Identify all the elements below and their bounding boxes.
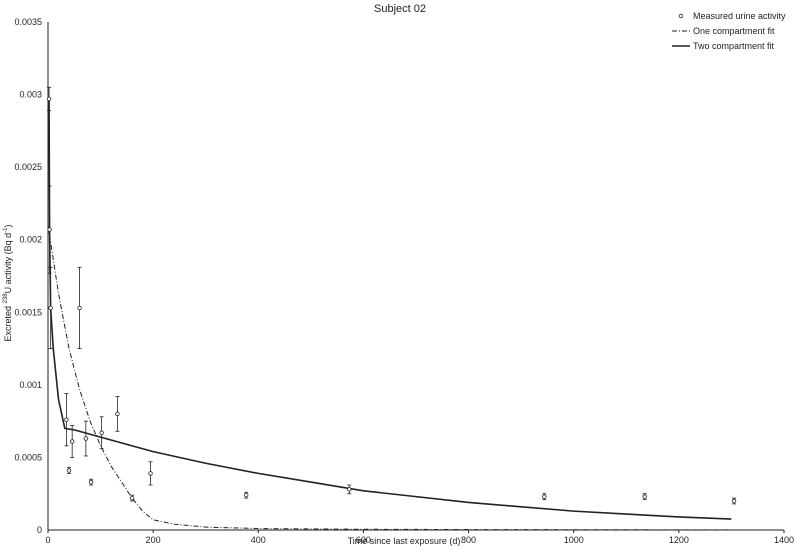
y-axis-label: Excreted 238U activity (Bq d-1) bbox=[3, 225, 13, 342]
y-tick-label: 0.0015 bbox=[14, 307, 42, 317]
data-point bbox=[84, 421, 88, 456]
x-axis-label: Time since last exposure (d) bbox=[348, 536, 461, 546]
y-tick-label: 0.0025 bbox=[14, 162, 42, 172]
x-tick-label: 800 bbox=[461, 535, 476, 545]
data-point bbox=[149, 462, 153, 485]
series-line-two-compartment bbox=[49, 99, 731, 519]
data-point bbox=[643, 494, 647, 500]
point-marker bbox=[542, 495, 546, 499]
data-point bbox=[347, 485, 351, 494]
data-point bbox=[100, 417, 104, 449]
point-marker bbox=[732, 499, 736, 503]
point-marker bbox=[67, 469, 71, 473]
legend-label-two-compartment: Two compartment fit bbox=[693, 41, 775, 51]
point-marker bbox=[48, 228, 52, 232]
data-point bbox=[64, 394, 68, 446]
point-marker bbox=[244, 493, 248, 497]
x-tick-label: 1400 bbox=[774, 535, 794, 545]
point-marker bbox=[65, 418, 69, 422]
y-tick-label: 0 bbox=[37, 525, 42, 535]
data-point bbox=[115, 396, 119, 431]
x-tick-label: 1200 bbox=[669, 535, 689, 545]
y-tick-label: 0.001 bbox=[19, 380, 42, 390]
point-marker bbox=[84, 437, 88, 441]
data-point bbox=[89, 479, 93, 485]
point-marker bbox=[100, 431, 104, 435]
point-marker bbox=[89, 480, 93, 484]
point-marker bbox=[116, 412, 120, 416]
point-marker bbox=[130, 496, 134, 500]
point-marker bbox=[347, 488, 351, 492]
y-ticks: 0 0.0005 0.001 0.0015 0.002 0.0025 0.003 0.0035 bbox=[14, 17, 42, 535]
point-marker bbox=[643, 495, 647, 499]
chart-title: Subject 02 bbox=[374, 3, 426, 15]
y-axis-label-suffix: ) bbox=[3, 225, 13, 228]
axes bbox=[48, 22, 784, 530]
y-tick-label: 0.0035 bbox=[14, 17, 42, 27]
point-marker bbox=[70, 440, 74, 444]
y-tick-label: 0.0005 bbox=[14, 452, 42, 462]
data-point bbox=[542, 494, 546, 500]
data-point bbox=[244, 492, 248, 498]
x-tick-label: 0 bbox=[45, 535, 50, 545]
legend-label-measured: Measured urine activity bbox=[693, 11, 786, 21]
plot-area bbox=[47, 87, 736, 530]
x-tick-label: 1000 bbox=[564, 535, 584, 545]
point-marker bbox=[49, 306, 53, 310]
y-tick-label: 0.003 bbox=[19, 90, 42, 100]
legend: Measured urine activity One compartment … bbox=[672, 11, 786, 51]
legend-marker-measured bbox=[679, 14, 683, 18]
x-tick-label: 200 bbox=[146, 535, 161, 545]
x-tick-label: 400 bbox=[251, 535, 266, 545]
point-marker bbox=[47, 97, 51, 101]
data-point bbox=[732, 498, 736, 504]
y-axis-label-prefix: Excreted bbox=[3, 303, 13, 341]
y-tick-label: 0.002 bbox=[19, 235, 42, 245]
data-point bbox=[67, 468, 71, 474]
point-marker bbox=[78, 306, 82, 310]
y-axis-label-mid: U activity (Bq d bbox=[3, 233, 13, 294]
legend-label-one-compartment: One compartment fit bbox=[693, 26, 775, 36]
point-marker bbox=[149, 472, 153, 476]
data-point bbox=[78, 267, 82, 348]
